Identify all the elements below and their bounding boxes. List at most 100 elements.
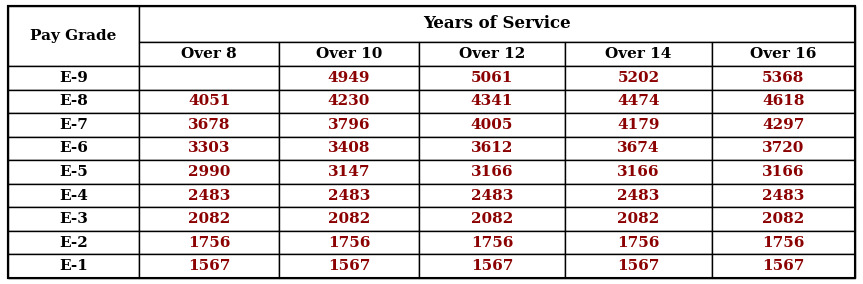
Text: 1567: 1567: [188, 259, 230, 273]
Bar: [8, 66, 139, 89]
Text: 1756: 1756: [762, 236, 804, 250]
Bar: [279, 66, 419, 89]
Bar: [565, 89, 712, 113]
Text: E-4: E-4: [60, 189, 88, 202]
Bar: [279, 254, 419, 278]
Bar: [139, 89, 279, 113]
Bar: [565, 254, 712, 278]
Text: Over 16: Over 16: [750, 47, 816, 61]
Bar: [565, 113, 712, 137]
Text: 2483: 2483: [328, 189, 370, 202]
Bar: [712, 137, 855, 160]
Text: 4051: 4051: [188, 94, 230, 108]
Bar: [419, 207, 565, 231]
Text: E-6: E-6: [60, 141, 88, 155]
Text: 1756: 1756: [188, 236, 230, 250]
Text: Years of Service: Years of Service: [424, 16, 571, 32]
Bar: [139, 66, 279, 89]
Bar: [712, 66, 855, 89]
Text: 3678: 3678: [188, 118, 230, 132]
Bar: [139, 160, 279, 184]
Text: 3166: 3166: [471, 165, 513, 179]
Text: 3166: 3166: [617, 165, 660, 179]
Text: 4230: 4230: [328, 94, 370, 108]
Bar: [8, 6, 139, 66]
Bar: [565, 137, 712, 160]
Bar: [565, 66, 712, 89]
Bar: [139, 6, 855, 42]
Text: 4949: 4949: [328, 71, 370, 85]
Text: Over 10: Over 10: [316, 47, 382, 61]
Bar: [139, 207, 279, 231]
Text: 3303: 3303: [188, 141, 230, 155]
Bar: [279, 231, 419, 254]
Text: 1756: 1756: [471, 236, 513, 250]
Text: 5061: 5061: [471, 71, 513, 85]
Text: 1756: 1756: [328, 236, 370, 250]
Text: 3674: 3674: [617, 141, 660, 155]
Bar: [279, 207, 419, 231]
Bar: [139, 42, 279, 66]
Bar: [139, 113, 279, 137]
Bar: [419, 66, 565, 89]
Bar: [419, 184, 565, 207]
Bar: [712, 113, 855, 137]
Text: 3720: 3720: [762, 141, 804, 155]
Bar: [565, 231, 712, 254]
Text: 2483: 2483: [762, 189, 804, 202]
Bar: [279, 184, 419, 207]
Text: 2990: 2990: [188, 165, 230, 179]
Bar: [8, 160, 139, 184]
Text: 4474: 4474: [617, 94, 660, 108]
Bar: [712, 89, 855, 113]
Bar: [712, 184, 855, 207]
Text: 2483: 2483: [471, 189, 513, 202]
Bar: [8, 89, 139, 113]
Bar: [419, 160, 565, 184]
Bar: [139, 137, 279, 160]
Bar: [565, 184, 712, 207]
Bar: [419, 113, 565, 137]
Text: 1756: 1756: [617, 236, 660, 250]
Bar: [8, 184, 139, 207]
Text: E-8: E-8: [60, 94, 88, 108]
Text: 2082: 2082: [471, 212, 513, 226]
Bar: [712, 42, 855, 66]
Text: 3408: 3408: [328, 141, 370, 155]
Text: 4179: 4179: [617, 118, 660, 132]
Bar: [419, 254, 565, 278]
Bar: [8, 113, 139, 137]
Text: 2082: 2082: [762, 212, 804, 226]
Text: 5202: 5202: [618, 71, 659, 85]
Bar: [712, 160, 855, 184]
Text: 4618: 4618: [762, 94, 804, 108]
Bar: [8, 231, 139, 254]
Text: 3796: 3796: [328, 118, 370, 132]
Text: 2082: 2082: [188, 212, 230, 226]
Text: 1567: 1567: [617, 259, 660, 273]
Text: 2483: 2483: [188, 189, 230, 202]
Bar: [8, 254, 139, 278]
Bar: [139, 254, 279, 278]
Bar: [419, 137, 565, 160]
Text: 2082: 2082: [328, 212, 370, 226]
Text: 1567: 1567: [328, 259, 370, 273]
Text: 2483: 2483: [617, 189, 660, 202]
Bar: [279, 113, 419, 137]
Text: E-3: E-3: [60, 212, 88, 226]
Text: 4005: 4005: [471, 118, 513, 132]
Bar: [279, 160, 419, 184]
Text: E-2: E-2: [60, 236, 88, 250]
Text: E-9: E-9: [60, 71, 88, 85]
Text: 3166: 3166: [762, 165, 804, 179]
Text: E-1: E-1: [60, 259, 88, 273]
Bar: [419, 42, 565, 66]
Bar: [8, 207, 139, 231]
Bar: [279, 89, 419, 113]
Text: E-5: E-5: [60, 165, 88, 179]
Bar: [565, 160, 712, 184]
Bar: [419, 89, 565, 113]
Text: 4297: 4297: [762, 118, 804, 132]
Bar: [712, 207, 855, 231]
Bar: [419, 231, 565, 254]
